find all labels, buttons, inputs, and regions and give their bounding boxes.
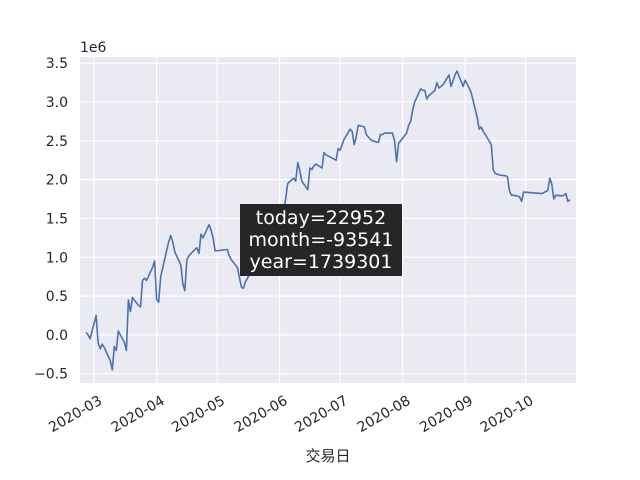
x-axis-ticks: 2020-03 2020-04 2020-05 2020-06 2020-07 2020-… [46, 393, 536, 436]
x-axis-label: 交易日 [305, 447, 350, 465]
x-tick-label: 2020-05 [169, 393, 228, 436]
y-tick-label: 1.0 [46, 250, 68, 266]
annotation-month: month=-93541 [249, 229, 394, 251]
annotation-box [240, 204, 402, 276]
stats-annotation: today=22952 month=-93541 year=1739301 [240, 204, 402, 276]
x-tick-label: 2020-10 [478, 393, 537, 436]
y-tick-label: 3.0 [46, 95, 68, 111]
x-tick-label: 2020-09 [417, 393, 476, 436]
y-tick-label: 3.5 [46, 56, 68, 72]
y-tick-label: 2.5 [46, 134, 68, 150]
grid [80, 57, 576, 383]
y-scale-label: 1e6 [80, 40, 107, 56]
y-tick-label: 1.5 [46, 211, 68, 227]
annotation-year: year=1739301 [250, 251, 393, 273]
x-tick-label: 2020-08 [355, 393, 414, 436]
y-tick-label: 0.5 [46, 289, 68, 305]
y-tick-label: 0.0 [46, 328, 68, 344]
y-axis-ticks: −0.5 0.0 0.5 1.0 1.5 2.0 2.5 3.0 3.5 [34, 56, 68, 382]
series-line [85, 70, 571, 371]
annotation-today: today=22952 [256, 207, 386, 229]
x-tick-label: 2020-04 [109, 393, 168, 436]
series-layer [85, 70, 571, 371]
x-tick-label: 2020-03 [46, 393, 105, 436]
y-tick-label: 2.0 [46, 173, 68, 189]
x-tick-label: 2020-07 [292, 393, 351, 436]
y-tick-label: −0.5 [34, 367, 68, 383]
x-tick-label: 2020-06 [232, 393, 291, 436]
